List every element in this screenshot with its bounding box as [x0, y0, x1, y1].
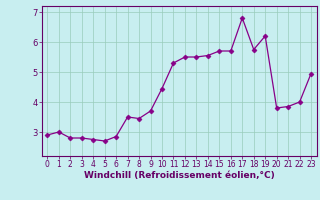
- X-axis label: Windchill (Refroidissement éolien,°C): Windchill (Refroidissement éolien,°C): [84, 171, 275, 180]
